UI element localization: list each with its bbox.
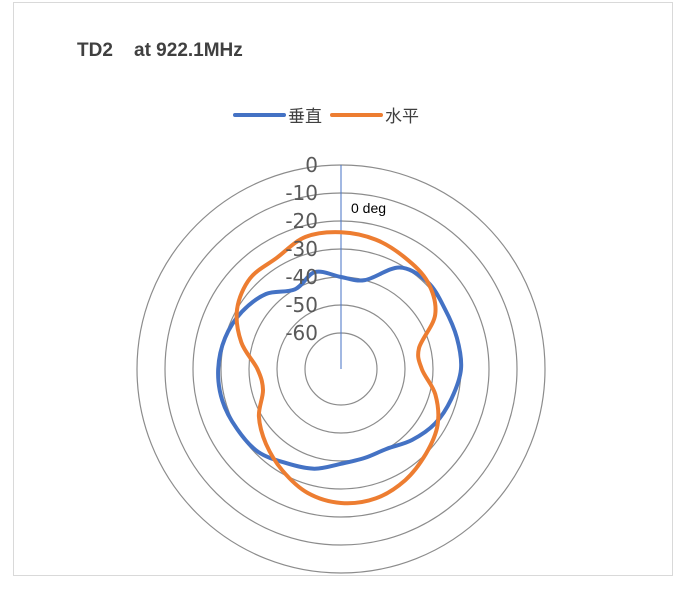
chart-area <box>13 2 673 576</box>
legend-item-horizontal: 水平 <box>330 102 419 127</box>
chart-title: TD2 at 922.1MHz <box>77 40 243 61</box>
legend-swatch-horizontal <box>330 112 383 117</box>
angle-label: 0 deg <box>351 200 386 216</box>
tick-labels: 0 -10 -20 -30 -40 -50 -60 <box>285 153 318 345</box>
tick-label: 0 <box>305 153 318 177</box>
legend: 垂直 水平 <box>233 102 427 127</box>
tick-label: -40 <box>285 265 318 289</box>
tick-label: -60 <box>285 321 318 345</box>
tick-label: -10 <box>285 181 318 205</box>
series-line-1 <box>234 230 441 506</box>
legend-label-vertical: 垂直 <box>288 107 322 127</box>
series-line-0 <box>216 265 464 471</box>
legend-label-horizontal: 水平 <box>385 107 419 127</box>
series-layer <box>216 230 464 506</box>
legend-swatch-vertical <box>233 112 286 117</box>
tick-label: -30 <box>285 237 318 261</box>
tick-label: -50 <box>285 293 318 317</box>
tick-label: -20 <box>285 209 318 233</box>
legend-item-vertical: 垂直 <box>233 102 322 127</box>
